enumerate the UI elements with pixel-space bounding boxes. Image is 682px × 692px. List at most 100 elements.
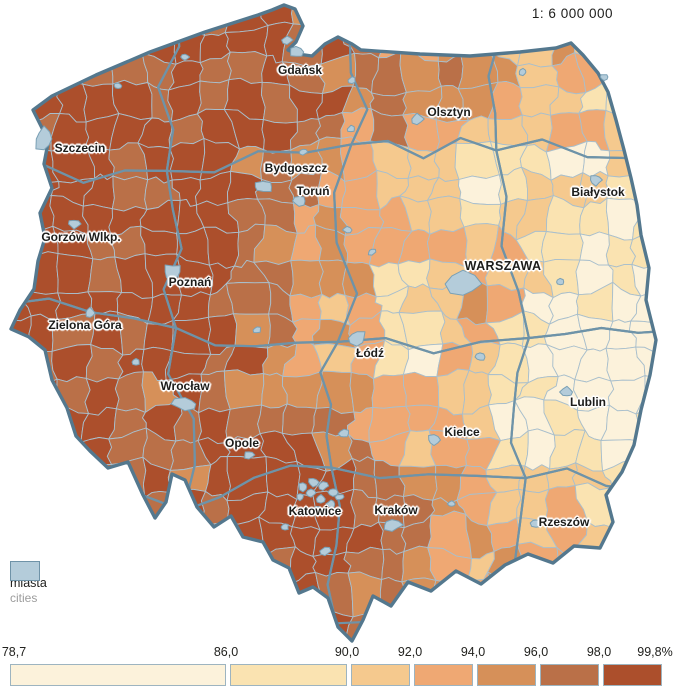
powiat-cell	[634, 517, 656, 558]
powiat-cell	[662, 552, 682, 588]
powiat-cell	[11, 29, 39, 54]
powiat-cell	[171, 557, 206, 586]
powiat-cell	[634, 605, 656, 640]
powiat-cell	[28, 52, 62, 90]
cities-legend: miasta cities	[10, 558, 47, 605]
legend-class-swatch	[10, 664, 226, 686]
legend-break-label: 92,0	[397, 645, 423, 659]
powiat-cell	[256, 608, 298, 641]
city-marker	[428, 434, 441, 446]
powiat-cell	[82, 5, 126, 30]
powiat-cell	[113, 575, 149, 617]
legend-color-scale: 78,7 86,0 90,0 92,0 94,0 96,0 98,0 99,8%	[0, 644, 682, 692]
powiat-cell	[635, 25, 656, 62]
powiat-cell	[609, 54, 637, 83]
city-marker	[254, 180, 272, 192]
legend-class-swatch	[603, 664, 662, 686]
powiat-cell	[56, 253, 94, 295]
powiat-cell	[11, 428, 26, 467]
powiat-cell	[660, 166, 682, 202]
powiat-cell	[209, 601, 238, 641]
powiat-cell	[371, 5, 409, 38]
powiat-cell	[228, 572, 268, 610]
voivodeship-border	[495, 138, 656, 340]
powiat-cell	[145, 552, 178, 586]
powiat-cell	[381, 548, 405, 583]
legend-break-label: 98,0	[586, 645, 612, 659]
city-marker	[164, 264, 181, 282]
powiat-cell	[11, 49, 38, 90]
powiat-cell	[22, 464, 62, 498]
legend-break-label: 78,7	[1, 645, 27, 659]
city-marker	[298, 482, 308, 493]
legend-class-swatch	[230, 664, 347, 686]
legend-class-swatch	[414, 664, 473, 686]
city-marker	[180, 53, 191, 61]
powiat-cell	[667, 0, 682, 36]
legend-break-label: 86,0	[213, 645, 239, 659]
powiat-cell	[11, 83, 35, 124]
powiat-cell	[349, 371, 375, 414]
city-marker	[281, 35, 294, 46]
powiat-cell	[50, 468, 90, 496]
powiat-cell	[118, 5, 143, 24]
powiat-cell	[316, 5, 347, 39]
powiat-cell	[602, 603, 646, 641]
powiat-cell	[203, 226, 240, 269]
powiat-cell	[19, 427, 66, 470]
powiat-cell	[201, 543, 238, 577]
city-marker	[68, 219, 82, 230]
powiat-cell	[637, 5, 656, 36]
legend-break-label: 94,0	[460, 645, 486, 659]
powiat-cell	[664, 372, 682, 410]
legend-break-label: 90,0	[334, 645, 360, 659]
city-marker	[346, 124, 355, 133]
legend-break-label: 99,8%	[637, 645, 673, 659]
powiat-cell	[172, 604, 214, 635]
powiat-cell	[140, 574, 182, 619]
powiat-cell	[631, 459, 656, 489]
powiat-cell	[398, 608, 438, 637]
city-marker	[35, 125, 53, 151]
powiat-cell	[668, 462, 682, 494]
powiat-cell	[11, 256, 30, 298]
city-marker	[367, 248, 377, 256]
powiat-cell	[11, 170, 36, 209]
city-marker	[170, 397, 197, 412]
powiat-cell	[11, 463, 29, 498]
city-marker	[252, 326, 261, 334]
powiat-cell	[63, 601, 93, 641]
powiat-cell	[546, 572, 579, 614]
city-marker	[308, 478, 320, 488]
city-swatch	[10, 561, 40, 581]
legend-class-swatch	[477, 664, 536, 686]
powiat-cell	[432, 606, 460, 641]
powiat-cell	[611, 543, 636, 580]
powiat-cell	[514, 5, 560, 36]
city-marker	[337, 428, 349, 438]
powiat-cell	[576, 598, 610, 641]
powiat-cell	[629, 545, 656, 585]
powiat-cell	[171, 5, 206, 36]
city-marker	[292, 196, 306, 207]
city-marker	[334, 494, 345, 501]
powiat-cell	[663, 261, 682, 294]
powiat-cell	[79, 576, 117, 612]
powiat-cell	[84, 546, 124, 582]
city-marker	[113, 82, 123, 89]
powiat-cell	[115, 552, 150, 581]
powiat-cell	[487, 571, 528, 614]
powiat-cell	[398, 465, 438, 501]
city-marker	[341, 225, 353, 234]
powiat-cell	[605, 234, 636, 268]
powiat-cell	[281, 403, 317, 436]
powiat-cell	[667, 90, 682, 117]
powiat-cell	[641, 147, 656, 175]
legend-break-label: 96,0	[523, 645, 549, 659]
country-border	[9, 3, 658, 643]
map-scale-ratio: 1: 6 000 000	[531, 6, 613, 21]
powiat-cell	[52, 5, 95, 29]
powiat-cell	[31, 5, 66, 33]
powiat-cell	[660, 145, 682, 170]
powiat-cell	[487, 609, 519, 636]
